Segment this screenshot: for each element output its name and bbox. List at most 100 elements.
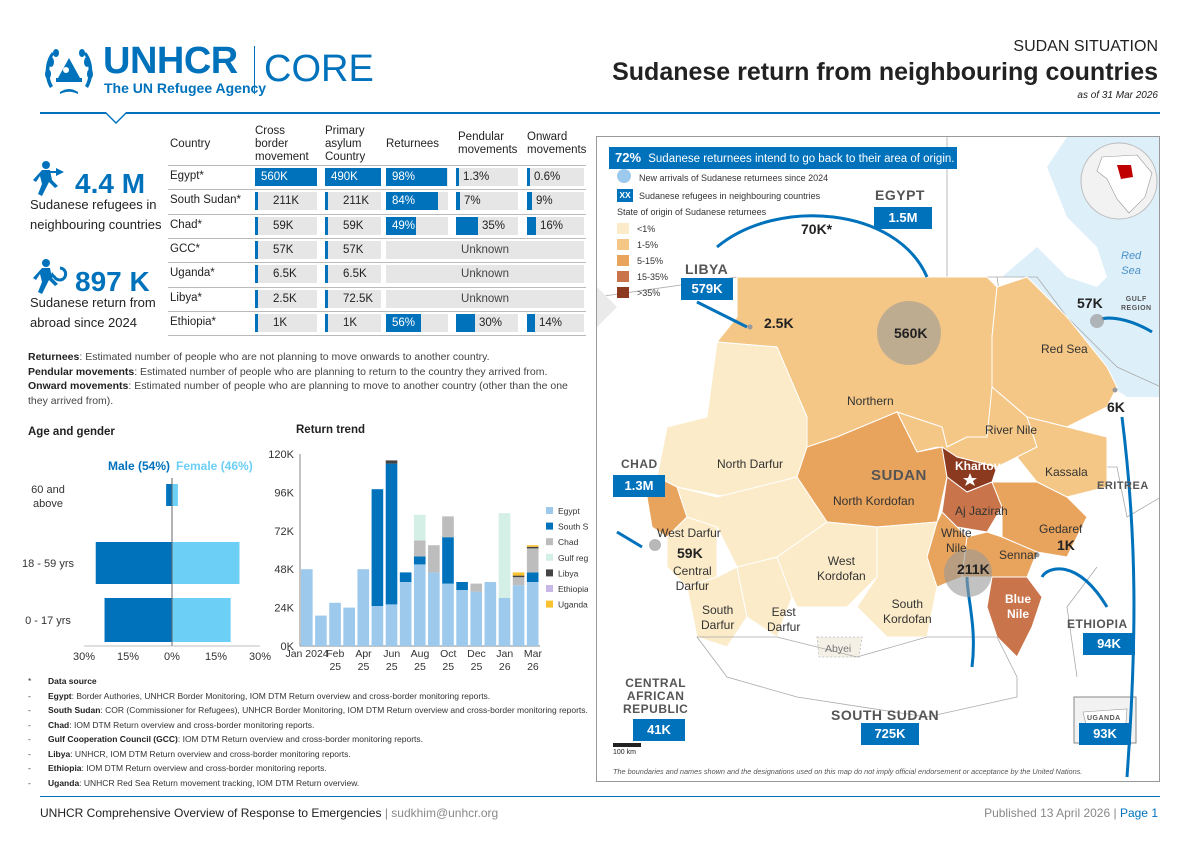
trend-bar-south-sudan [456, 582, 468, 590]
sudan-map [597, 137, 1159, 778]
legend-swatch [617, 287, 629, 298]
arrow-ethiopia [1040, 567, 1109, 608]
definition-returnees: Returnees: Estimated number of people wh… [28, 351, 490, 363]
footer-rule [40, 796, 1160, 797]
data-sources: * Data source - Egypt: Border Authories, UN… [28, 674, 594, 790]
table-cell-pendular: 35% [456, 216, 518, 235]
trend-bar-egypt [357, 569, 370, 646]
legend-swatch [617, 255, 629, 266]
source-item: - South Sudan: COR (Commissioner for Refu… [28, 705, 588, 715]
trend-xtick-label: Apr [355, 648, 372, 660]
pyramid-legend-male: Male (54%) [108, 459, 170, 473]
trend-legend-swatch [546, 538, 553, 546]
table-cell-pendular-fill [456, 168, 459, 186]
trend-title: Return trend [296, 424, 365, 436]
col-header-primary-1: Primary [325, 125, 365, 137]
table-cell-returnees: 98% [386, 168, 448, 186]
table-cell-cross-fill [255, 265, 258, 284]
table-cell-returnees-label: 98% [392, 171, 416, 183]
table-cell-onward-bg [527, 313, 584, 332]
label-car-1: CENTRAL [625, 676, 687, 690]
label-red-sea-water-2: Sea [1121, 265, 1141, 277]
label-khartoum: Khartoum [955, 459, 1012, 473]
footer-right: Published 13 April 2026 | Page 1 [984, 806, 1158, 820]
pyramid-legend-female: Female (46%) [176, 459, 253, 473]
table-cell-pendular-bg [456, 192, 518, 211]
page-title: Sudanese return from neighbouring countr… [612, 58, 1158, 86]
trend-bar-south-sudan [442, 537, 454, 584]
trend-bar-uganda [526, 545, 539, 547]
label-red-sea-state: Red Sea [1041, 342, 1088, 356]
trend-bar-egypt [385, 604, 398, 646]
pyramid-tick-label: 30% [73, 651, 95, 663]
table-cell-country: Ethiopia* [170, 315, 217, 328]
table-cell-country: Egypt* [170, 170, 204, 182]
table-cell-cross-bg [255, 265, 317, 284]
trend-bar-egypt [371, 606, 384, 646]
table-cell-onward-label: 16% [540, 219, 564, 232]
label-kassala: Kassala [1045, 465, 1088, 479]
bubble-redsea-arrivals [1112, 387, 1118, 393]
table-cell-pendular: 7% [456, 192, 518, 211]
definition-pendular: Pendular movements: Estimated number of … [28, 365, 548, 378]
table-cell-onward-fill [527, 313, 535, 332]
trend-legend-label: Ethiopia [558, 584, 588, 594]
table-cell-cross-fill [255, 216, 258, 235]
table-cell-cross-fill [255, 289, 258, 308]
legend-xx-box: XX [617, 189, 633, 202]
logo-text: UNHCR [103, 40, 238, 82]
table-cell-primary: 6.5K [325, 265, 381, 284]
table-cell-cross-bg [255, 289, 317, 308]
label-east-darfur: East Darfur [767, 605, 800, 635]
arrow-label-egypt: 70K* [801, 221, 833, 237]
table-cell-cross: 2.5K [255, 289, 317, 308]
trend-ytick-label: 72K [274, 526, 294, 538]
legend-new-arrivals-icon [617, 169, 631, 183]
col-header-onward: Onward movements [527, 131, 586, 157]
trend-bar-chad [526, 548, 539, 573]
label-central-darfur-2: Darfur [675, 579, 710, 593]
label-eritrea: ERITREA [1097, 480, 1149, 492]
table-cell-cross-bg [255, 240, 317, 259]
trend-xtick-label: Jun [383, 648, 400, 660]
table-cell-cross-fill [255, 240, 258, 259]
table-cell-onward-bg [527, 168, 584, 186]
table-cell-primary-fill [325, 168, 381, 186]
trend-bar-egypt [484, 582, 497, 646]
col-header-primary-2: asylum [325, 138, 362, 150]
trend-xtick-label: Jan 2024 [285, 648, 328, 660]
pyramid-bar-female [172, 598, 231, 642]
trend-legend-label: Gulf region [558, 553, 588, 563]
table-cell-country: GCC* [170, 242, 201, 255]
trend-bar-south-sudan [526, 572, 539, 582]
scale-label: 100 km [613, 749, 636, 756]
legend-class-label: 15-35% [637, 272, 669, 282]
pyramid-age-label: above [33, 498, 63, 510]
label-white-nile: White Nile [941, 526, 972, 556]
label-south-kordofan: South Kordofan [883, 597, 932, 627]
bubble-gulf-arrivals [1090, 314, 1104, 328]
as-of-date: as of 31 Mar 2026 [1077, 90, 1158, 101]
table-cell-cross: 57K [255, 240, 317, 259]
khartoum-capital-icon [963, 473, 977, 486]
label-south-sudan: SOUTH SUDAN [831, 707, 940, 723]
trend-legend-swatch [546, 522, 553, 530]
trend-legend-swatch [546, 553, 553, 561]
footer-email[interactable]: sudkhim@unhcr.org [391, 806, 499, 820]
label-gedaref: Gedaref [1039, 522, 1083, 536]
trend-xtick-label: 25 [358, 661, 370, 672]
col-header-pendular: Pendular movements [458, 131, 517, 157]
col-header-onward-2: movements [527, 144, 587, 156]
trend-bar-egypt [526, 582, 539, 646]
table-cell-cross-bg [255, 192, 317, 211]
col-header-pendular-2: movements [458, 144, 518, 156]
table-rowline [168, 213, 586, 215]
table-cell-primary: 1K [325, 313, 381, 332]
pyramid-age-label: 18 - 59 yrs [22, 558, 74, 570]
legend-refugees: Sudanese refugees in neighbouring countr… [639, 191, 821, 201]
table-cell-returnees: 84% [386, 192, 448, 211]
trend-bar-chad [413, 540, 426, 557]
trend-ytick-label: 120K [268, 449, 294, 461]
label-west-kordofan-1: West [827, 554, 855, 568]
table-cell-returnees: 49% [386, 216, 448, 235]
